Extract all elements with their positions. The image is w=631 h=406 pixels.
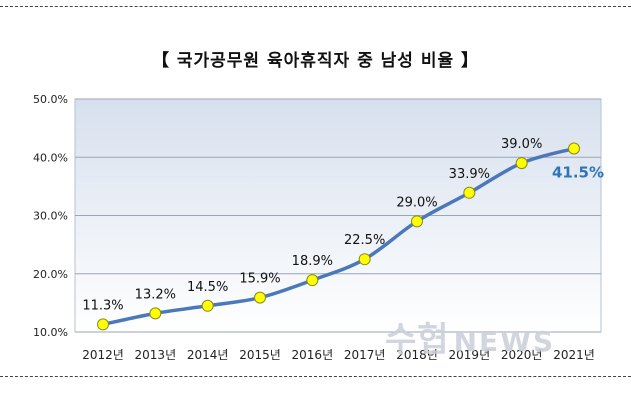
- y-tick-labels: 10.0% 20.0% 30.0% 40.0% 50.0%: [33, 93, 68, 339]
- data-label: 39.0%: [501, 137, 542, 152]
- x-tick-labels: 2012년 2013년 2014년 2015년 2016년 2017년 2018년 2019년…: [82, 348, 595, 362]
- data-point: [254, 291, 266, 304]
- watermark-news: NEWS: [453, 325, 556, 358]
- data-label: 13.2%: [135, 287, 176, 302]
- data-label-highlight: 41.5%: [552, 164, 604, 182]
- x-tick-label: 2017년: [344, 348, 386, 362]
- series-line: [101, 146, 576, 327]
- data-label: 22.5%: [344, 233, 385, 248]
- x-tick-label: 2016년: [292, 348, 334, 362]
- y-tick-label: 20.0%: [33, 268, 68, 281]
- x-tick-label: 2013년: [135, 348, 177, 362]
- data-label: 15.9%: [239, 272, 280, 287]
- x-tick-label: 2019년: [449, 348, 491, 362]
- data-label: 29.0%: [396, 195, 437, 210]
- bottom-dashed-divider: [0, 376, 631, 377]
- y-tick-label: 40.0%: [33, 151, 68, 164]
- data-point: [149, 307, 162, 320]
- data-point: [568, 142, 580, 155]
- x-tick-label: 2012년: [82, 348, 124, 362]
- data-point: [411, 215, 423, 228]
- watermark: 수협 NEWS: [385, 312, 555, 361]
- x-tick-label: 2015년: [239, 348, 281, 362]
- data-point: [306, 274, 319, 287]
- x-tick-label: 2014년: [187, 348, 229, 362]
- data-point: [201, 299, 214, 312]
- gridlines: [75, 98, 601, 333]
- x-tick-label: 2021년: [553, 348, 595, 362]
- y-tick-label: 10.0%: [33, 326, 68, 339]
- data-point: [463, 186, 476, 199]
- data-point: [97, 318, 109, 331]
- watermark-main: 수협: [385, 320, 450, 360]
- data-point: [515, 157, 528, 170]
- x-tick-label: 2020년: [501, 348, 543, 362]
- y-tick-label: 30.0%: [33, 210, 68, 223]
- chart-title: 【 국가공무원 육아휴직자 중 남성 비율 】: [151, 51, 480, 71]
- x-tick-label: 2018년: [396, 348, 438, 362]
- y-tick-label: 50.0%: [33, 93, 68, 106]
- data-label: 14.5%: [187, 280, 228, 295]
- data-label: 11.3%: [82, 298, 123, 313]
- data-points: [97, 142, 580, 331]
- data-labels: 11.3% 13.2% 14.5% 15.9% 18.9% 22.5% 29.0% 33.9%…: [82, 137, 604, 313]
- data-label: 18.9%: [292, 254, 333, 269]
- data-point: [358, 253, 371, 266]
- data-label: 33.9%: [449, 167, 490, 182]
- top-dashed-divider: [0, 6, 631, 7]
